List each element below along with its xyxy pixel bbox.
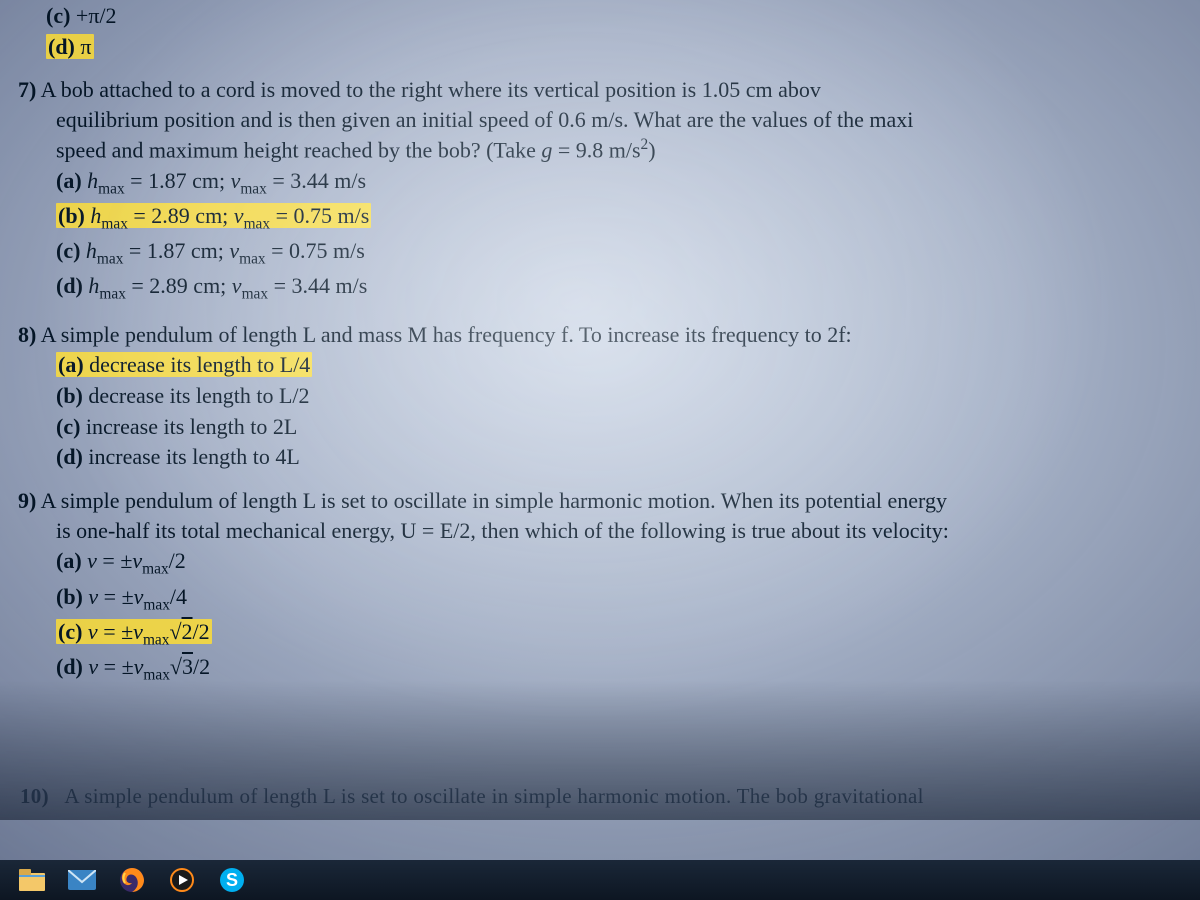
q8-number: 8)	[18, 322, 36, 347]
file-explorer-icon[interactable]	[18, 866, 46, 894]
q9-stem-line1: 9) A simple pendulum of length L is set …	[18, 486, 1200, 516]
q8-option-a: (a) decrease its length to L/4	[56, 350, 1200, 380]
q6-d-text: π	[80, 34, 91, 59]
q7-b-label: (b)	[58, 203, 85, 228]
q9-option-a: (a) v = ±vmax/2	[56, 546, 1200, 580]
q7-option-c: (c) hmax = 1.87 cm; vmax = 0.75 m/s	[56, 236, 1200, 270]
q8-option-b: (b) decrease its length to L/2	[56, 381, 1200, 411]
q8-stem: 8) A simple pendulum of length L and mas…	[18, 320, 1200, 350]
taskbar: S	[0, 860, 1200, 900]
q8-d-label: (d)	[56, 444, 83, 469]
question-6-tail: (c) +π/2 (d) π	[18, 1, 1200, 61]
q7-option-b: (b) hmax = 2.89 cm; vmax = 0.75 m/s	[56, 201, 1200, 235]
q10-stem: A simple pendulum of length L is set to …	[64, 784, 923, 808]
q7-stem-line3: speed and maximum height reached by the …	[56, 135, 1200, 165]
q8-option-c: (c) increase its length to 2L	[56, 412, 1200, 442]
q9-option-d: (d) v = ±vmax√3/2	[56, 652, 1200, 686]
q9-d-label: (d)	[56, 654, 83, 679]
firefox-icon[interactable]	[118, 866, 146, 894]
q7-a-label: (a)	[56, 168, 82, 193]
svg-text:S: S	[226, 870, 238, 890]
q9-number: 9)	[18, 488, 36, 513]
q6-c-label: (c)	[46, 3, 70, 28]
q8-c-label: (c)	[56, 414, 80, 439]
q9-option-c: (c) v = ±vmax√2/2	[56, 617, 1200, 651]
question-9: 9) A simple pendulum of length L is set …	[18, 486, 1200, 686]
q7-stem-line1: 7) A bob attached to a cord is moved to …	[18, 75, 1200, 105]
q7-d-label: (d)	[56, 273, 83, 298]
question-7: 7) A bob attached to a cord is moved to …	[18, 75, 1200, 305]
q6-option-c: (c) +π/2	[46, 1, 1200, 31]
q9-b-label: (b)	[56, 584, 83, 609]
q7-stem-line2: equilibrium position and is then given a…	[56, 105, 1200, 135]
q7-option-d: (d) hmax = 2.89 cm; vmax = 3.44 m/s	[56, 271, 1200, 305]
question-10: 10) A simple pendulum of length L is set…	[20, 782, 1190, 810]
media-icon[interactable]	[168, 866, 196, 894]
q9-option-b: (b) v = ±vmax/4	[56, 582, 1200, 616]
q9-stem-line2: is one-half its total mechanical energy,…	[56, 516, 1200, 546]
skype-icon[interactable]: S	[218, 866, 246, 894]
question-8: 8) A simple pendulum of length L and mas…	[18, 320, 1200, 472]
q6-option-d: (d) π	[46, 32, 1200, 62]
q8-c-text: increase its length to 2L	[86, 414, 297, 439]
q6-d-label: (d)	[48, 34, 75, 59]
q8-b-text: decrease its length to L/2	[88, 383, 309, 408]
q9-a-label: (a)	[56, 548, 82, 573]
mail-icon[interactable]	[68, 866, 96, 894]
q8-d-text: increase its length to 4L	[88, 444, 299, 469]
q7-c-label: (c)	[56, 238, 80, 263]
q8-a-text: decrease its length to L/4	[89, 352, 310, 377]
q8-b-label: (b)	[56, 383, 83, 408]
q8-option-d: (d) increase its length to 4L	[56, 442, 1200, 472]
q7-option-a: (a) hmax = 1.87 cm; vmax = 3.44 m/s	[56, 166, 1200, 200]
q9-c-label: (c)	[58, 619, 82, 644]
q10-number: 10)	[20, 784, 49, 808]
q6-c-text: +π/2	[76, 3, 117, 28]
q8-a-label: (a)	[58, 352, 84, 377]
document-page: (c) +π/2 (d) π 7) A bob attached to a co…	[0, 0, 1200, 860]
q7-number: 7)	[18, 77, 36, 102]
